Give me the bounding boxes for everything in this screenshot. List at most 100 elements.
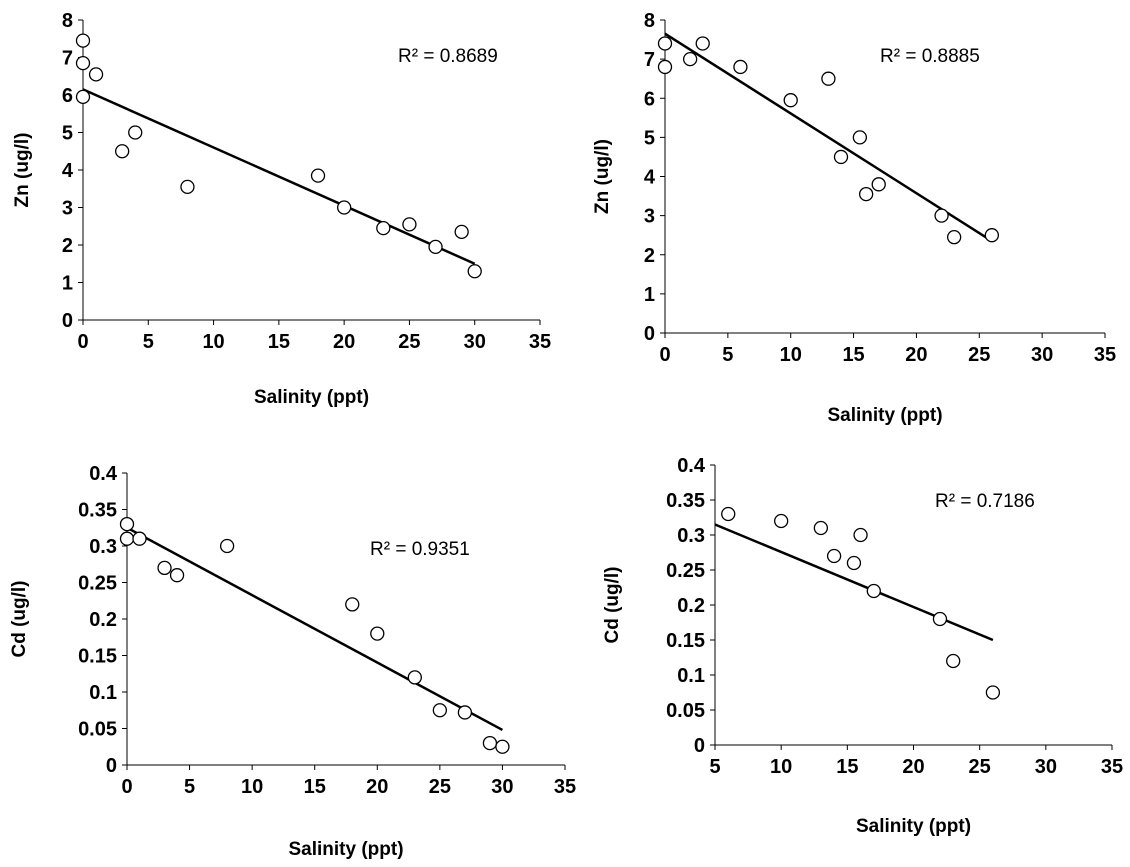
x-tick-label: 20 (905, 344, 927, 366)
x-tick-label: 20 (333, 331, 355, 353)
y-tick-label: 0.4 (677, 455, 706, 477)
x-tick-label: 15 (836, 756, 858, 778)
chart-panel-4: 0 0.05 0.1 0.15 0.2 0.25 0.3 0.35 0.4 5 10 15 20 25 30… (602, 455, 1123, 837)
data-point (336, 200, 352, 215)
trendline (714, 523, 994, 642)
x-tick-label: 25 (969, 756, 991, 778)
y-tick-label: 8 (644, 10, 655, 32)
x-tick-label: 15 (268, 331, 290, 353)
data-point (457, 705, 473, 720)
y-tick-label: 3 (62, 198, 73, 220)
data-point (219, 538, 235, 554)
data-point (482, 735, 498, 751)
y-tick-label: 0.25 (666, 560, 705, 582)
chart-panel-2: 0 1 2 3 4 5 6 7 8 0 5 10 15 20 25 30 35 Salinity (ppt) Zn … (592, 10, 1116, 426)
x-tick-label: 30 (1035, 756, 1057, 778)
x-tick-label: 35 (554, 776, 576, 798)
data-point (132, 531, 147, 546)
x-tick-label: 0 (659, 344, 670, 366)
x-tick-label: 10 (202, 331, 224, 353)
data-point (871, 177, 886, 192)
data-point (119, 531, 135, 546)
data-point (454, 224, 469, 240)
data-point (157, 560, 172, 576)
y-tick-label: 0.05 (666, 700, 705, 722)
y-tick-label: 0.1 (677, 665, 705, 687)
data-point (376, 220, 391, 236)
data-point (932, 611, 948, 627)
x-tick-label: 10 (770, 756, 792, 778)
y-tick-label: 0.3 (89, 536, 117, 558)
data-point (128, 125, 143, 140)
trendline (82, 88, 476, 265)
data-point (467, 264, 482, 279)
trendline (664, 32, 993, 243)
data-point (115, 144, 130, 159)
chart-panel-3: 0 0.05 0.1 0.15 0.2 0.25 0.3 0.35 0.4 0 5 10 15 20 25 3… (9, 463, 576, 860)
data-point (180, 179, 195, 195)
y-tick-label: 0.4 (89, 463, 118, 485)
y-tick-label: 4 (644, 167, 656, 189)
data-point (310, 168, 326, 183)
data-point (695, 36, 710, 51)
y-tick-label: 0.15 (78, 646, 117, 668)
x-axis-title: Salinity (ppt) (288, 839, 403, 860)
y-tick-label: 0.3 (677, 525, 705, 547)
data-point (774, 513, 789, 529)
data-point (682, 51, 698, 67)
data-point (169, 568, 185, 583)
data-point (75, 55, 91, 71)
data-point (813, 520, 829, 536)
x-tick-label: 30 (491, 776, 513, 798)
data-point (721, 506, 736, 522)
data-point (821, 71, 836, 86)
r-squared-label: R² = 0.8689 (398, 46, 498, 67)
data-point (119, 516, 135, 532)
y-tick-label: 3 (644, 206, 655, 228)
data-point (852, 130, 868, 145)
y-tick-label: 7 (62, 48, 73, 70)
y-tick-label: 5 (62, 123, 73, 145)
data-point (75, 89, 91, 105)
x-tick-label: 35 (1101, 756, 1123, 778)
x-tick-label: 30 (464, 331, 486, 353)
data-point (657, 59, 673, 75)
y-tick-label: 0.35 (78, 500, 117, 522)
x-tick-label: 30 (1031, 344, 1053, 366)
y-tick-label: 5 (644, 127, 655, 149)
y-tick-label: 6 (644, 88, 655, 110)
data-point (853, 527, 868, 543)
data-point (495, 739, 510, 754)
y-tick-label: 0.35 (666, 490, 705, 512)
data-point (985, 685, 1001, 700)
data-point (783, 93, 798, 108)
data-point (934, 208, 949, 223)
y-tick-label: 4 (62, 160, 74, 182)
data-point (826, 548, 842, 564)
r-squared-label: R² = 0.8885 (880, 46, 980, 67)
x-tick-label: 0 (77, 331, 88, 353)
y-axis-title: Cd (ug/l) (602, 566, 623, 643)
x-tick-label: 5 (722, 344, 733, 366)
x-tick-label: 35 (529, 331, 551, 353)
y-tick-label: 0 (694, 735, 705, 757)
x-tick-label: 25 (968, 344, 990, 366)
y-tick-label: 2 (62, 235, 73, 257)
chart-panel-1: 0 1 2 3 4 5 6 7 8 0 5 10 15 20 25 30 35 Salinity (ppt) Zn … (12, 10, 551, 408)
data-point (733, 59, 748, 75)
y-tick-label: 0 (644, 323, 655, 345)
y-axis-title: Cd (ug/l) (9, 580, 30, 657)
data-point (402, 217, 417, 232)
y-tick-label: 7 (644, 49, 655, 71)
x-axis-title: Salinity (ppt) (827, 405, 942, 426)
x-tick-label: 0 (121, 776, 132, 798)
y-tick-label: 8 (62, 10, 73, 32)
y-axis-title: Zn (ug/l) (12, 133, 33, 208)
data-point (946, 229, 962, 245)
data-point (984, 228, 1000, 243)
x-tick-label: 10 (780, 344, 802, 366)
data-point (75, 33, 91, 48)
y-tick-label: 0.05 (78, 719, 117, 741)
y-tick-label: 0 (62, 310, 73, 332)
